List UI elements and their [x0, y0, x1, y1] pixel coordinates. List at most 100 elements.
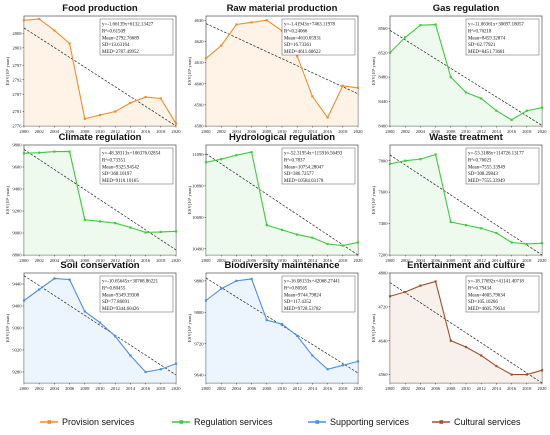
stats-line: Mean=2792.76689 — [102, 36, 140, 41]
data-point — [356, 86, 360, 90]
y-tick-label: 9400 — [12, 304, 22, 309]
legend-swatch-marker — [47, 420, 52, 424]
data-point — [220, 287, 223, 290]
x-tick-label: 2016 — [323, 386, 333, 391]
data-point — [220, 44, 223, 47]
y-tick-label: 9880 — [194, 278, 204, 283]
x-tick-label: 2000 — [201, 129, 211, 134]
x-tick-label: 2018 — [156, 386, 166, 391]
x-tick-label: 2008 — [80, 258, 90, 263]
stats-line: y=-18.17692x+41141.40718 — [468, 280, 524, 285]
x-tick-label: 2004 — [50, 129, 60, 134]
series-area — [24, 18, 176, 126]
x-tick-label: 2004 — [232, 386, 242, 391]
data-point — [404, 290, 407, 294]
stats-box — [465, 18, 540, 56]
stats-line: SD=16.73361 — [284, 43, 312, 48]
x-tick-label: 2008 — [446, 129, 456, 134]
data-point — [53, 277, 56, 280]
y-tick-label: 9640 — [194, 373, 204, 378]
stats-line: y=-16.08133x+42068.27441 — [284, 280, 341, 285]
data-point — [144, 95, 147, 99]
y-axis-label: ESV(10⁶ yuan) — [371, 314, 376, 342]
stats-line: R²=0.79434 — [468, 285, 492, 291]
y-tick-label: 4600 — [194, 81, 204, 86]
stats-box — [99, 18, 174, 56]
y-tick-label: 8800 — [12, 253, 22, 258]
y-tick-label: 8400 — [378, 124, 388, 129]
chart-title: Climate regulation — [59, 132, 142, 143]
data-point — [296, 233, 299, 236]
data-point — [404, 36, 407, 39]
y-tick-label: 4720 — [378, 304, 388, 309]
chart-title: Waste treatment — [429, 132, 503, 143]
legend: Provision services Regulation services Sup… — [40, 417, 521, 427]
data-point — [449, 76, 452, 79]
legend-item: Cultural services — [432, 417, 521, 427]
stats-line: y=-48.38313x+106376.02854 — [102, 152, 161, 157]
data-point — [449, 339, 452, 342]
data-point — [388, 162, 392, 165]
stats-line: R²=0.76218 — [468, 28, 492, 34]
x-tick-label: 2010 — [461, 386, 471, 391]
data-point — [434, 153, 437, 156]
data-point — [388, 51, 392, 54]
x-tick-label: 2016 — [323, 258, 333, 263]
data-point — [38, 288, 41, 291]
x-tick-label: 2020 — [171, 386, 181, 391]
data-point — [419, 24, 422, 27]
x-tick-label: 2004 — [416, 258, 426, 263]
data-point — [98, 113, 102, 117]
chart-title: Entertainment and culture — [407, 260, 525, 271]
x-tick-label: 2016 — [507, 129, 517, 134]
data-point — [280, 322, 284, 326]
data-point — [341, 364, 344, 367]
series-area — [206, 20, 358, 126]
x-tick-label: 2018 — [338, 258, 348, 263]
stats-line: MED=8451.73681 — [468, 50, 505, 55]
legend-label: Provision services — [62, 417, 135, 427]
data-point — [540, 106, 544, 109]
series-area — [390, 281, 542, 383]
stats-line: MED=7555.33949 — [468, 179, 505, 184]
x-tick-label: 2016 — [141, 258, 151, 263]
x-tick-label: 2018 — [522, 129, 532, 134]
data-point — [129, 101, 132, 104]
data-point — [144, 231, 147, 234]
data-point — [434, 280, 437, 283]
stats-line: MED=10584.03178 — [284, 179, 324, 184]
data-point — [265, 224, 268, 227]
stats-line: SD=386.72577 — [284, 172, 314, 177]
legend-swatch-marker — [315, 420, 320, 424]
data-point — [129, 354, 132, 357]
data-point — [38, 17, 41, 20]
x-tick-label: 2006 — [65, 386, 75, 391]
x-tick-label: 2008 — [446, 386, 456, 391]
trend-line — [205, 277, 359, 374]
trend-line — [389, 30, 543, 126]
chart-panel: Waste treatment 7200 7400 7600 7800 2000 2002 2… — [371, 132, 547, 263]
y-tick-label: 4610 — [194, 60, 204, 65]
data-point — [174, 122, 178, 125]
y-tick-label: 9000 — [12, 231, 22, 236]
legend-label: Regulation services — [194, 417, 273, 427]
x-tick-label: 2000 — [385, 386, 395, 391]
data-point — [83, 310, 86, 313]
stats-line: Mean=9325.94542 — [102, 165, 140, 170]
x-tick-label: 2000 — [201, 386, 211, 391]
x-tick-label: 2020 — [537, 129, 547, 134]
stats-line: MED=4611.60622 — [284, 50, 321, 55]
x-tick-label: 2020 — [353, 258, 363, 263]
x-tick-label: 2002 — [401, 258, 411, 263]
data-point — [480, 227, 483, 230]
chart-panel: Gas regulation 8400 8440 8480 8520 8560 2000 20… — [371, 3, 547, 134]
data-point — [53, 150, 56, 153]
data-point — [434, 23, 437, 26]
x-tick-label: 2016 — [323, 129, 333, 134]
data-point — [495, 109, 498, 112]
data-point — [174, 362, 178, 365]
y-tick-label: 2792 — [12, 77, 22, 82]
stats-box — [281, 147, 356, 185]
data-point — [83, 117, 86, 120]
x-tick-label: 2010 — [461, 258, 471, 263]
